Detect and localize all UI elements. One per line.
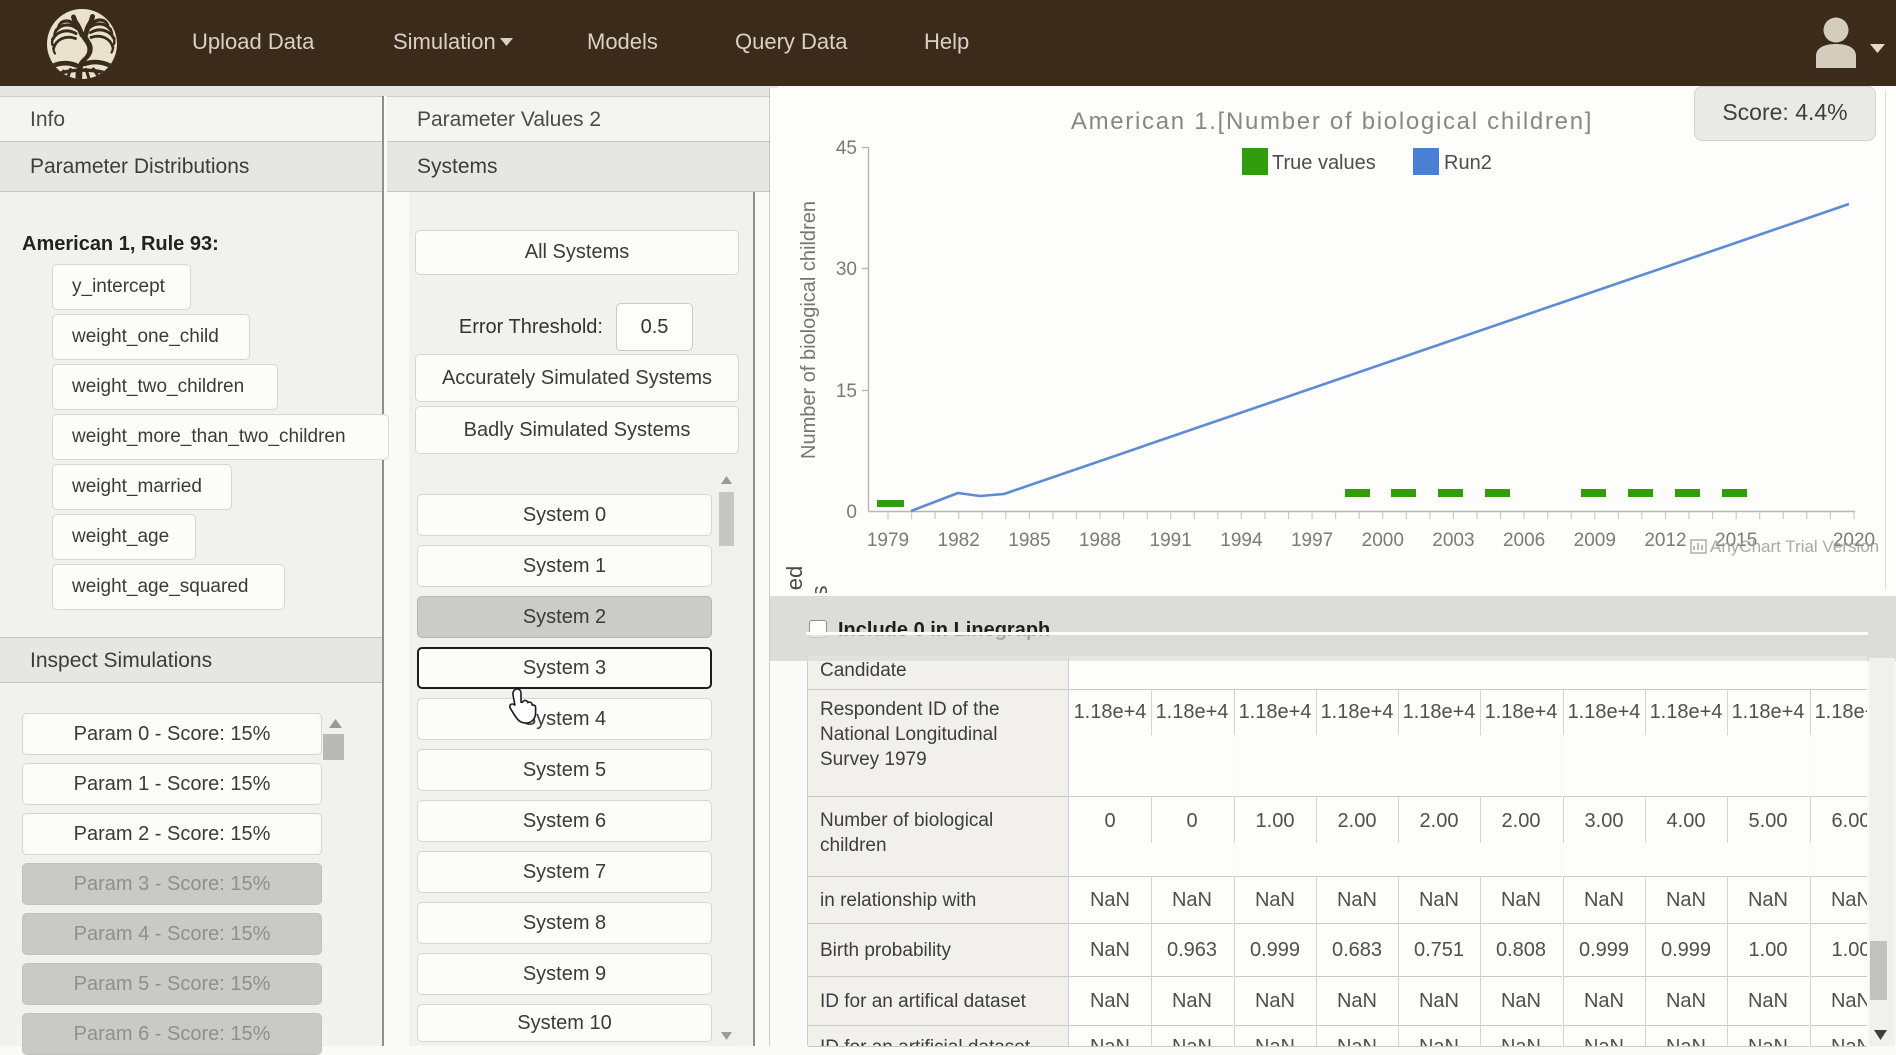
svg-text:2020: 2020 <box>1833 530 1875 551</box>
svg-text:True values: True values <box>1272 152 1376 174</box>
svg-text:American 1.[Number of biologic: American 1.[Number of biological childre… <box>1071 108 1593 135</box>
svg-text:2003: 2003 <box>1432 530 1474 551</box>
svg-text:1979: 1979 <box>867 530 909 551</box>
svg-text:15: 15 <box>836 381 857 402</box>
svg-text:1994: 1994 <box>1220 530 1263 551</box>
svg-text:ed: ed <box>782 566 807 590</box>
svg-text:2000: 2000 <box>1362 530 1404 551</box>
svg-text:Number of biological children: Number of biological children <box>798 201 820 459</box>
svg-text:30: 30 <box>836 259 857 280</box>
svg-text:2009: 2009 <box>1574 530 1616 551</box>
svg-text:1991: 1991 <box>1150 530 1192 551</box>
svg-text:2006: 2006 <box>1503 530 1545 551</box>
svg-text:2012: 2012 <box>1644 530 1686 551</box>
svg-text:45: 45 <box>836 138 857 159</box>
svg-text:s: s <box>807 586 832 594</box>
svg-text:1997: 1997 <box>1291 530 1333 551</box>
svg-text:Run2: Run2 <box>1444 152 1492 174</box>
svg-text:1985: 1985 <box>1008 530 1050 551</box>
svg-text:1982: 1982 <box>938 530 980 551</box>
svg-text:AnyChart Trial Version: AnyChart Trial Version <box>1710 537 1879 556</box>
svg-text:1988: 1988 <box>1079 530 1121 551</box>
svg-text:2015: 2015 <box>1715 530 1757 551</box>
svg-text:0: 0 <box>846 502 857 523</box>
